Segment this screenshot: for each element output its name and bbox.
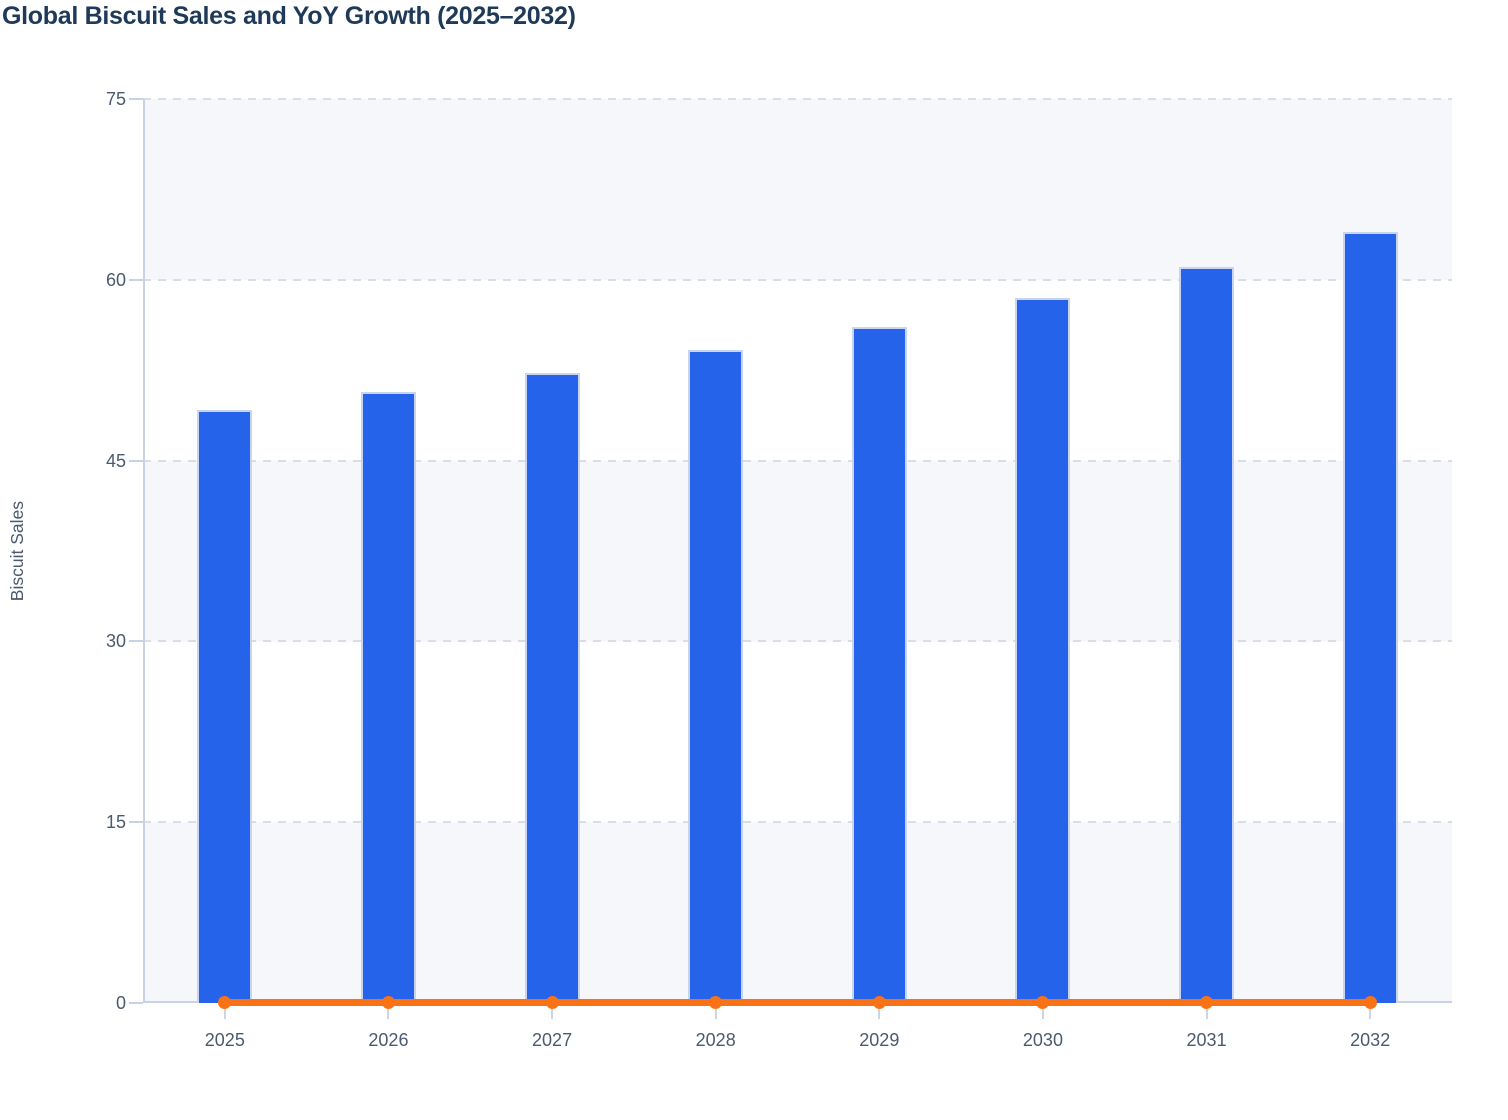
bar-2031[interactable] [1179,266,1235,1003]
x-tick-label-2030: 2030 [1022,1030,1063,1050]
y-tick-label-30: 30 [105,631,126,652]
y-axis-title: Biscuit Sales [6,500,27,602]
yoy-marker-2029[interactable] [872,996,886,1009]
x-tick-label-2032: 2032 [1350,1030,1391,1050]
gridline [143,640,1452,643]
y-tick-mark [129,821,143,824]
y-tick-mark [129,98,143,100]
chart-title: Global Biscuit Sales and YoY Growth (202… [2,2,576,30]
y-tick-label-15: 15 [105,812,126,833]
y-tick-label-75: 75 [105,89,126,109]
y-axis-title-container: Biscuit Sales [0,99,34,1003]
x-tick-label-2029: 2029 [859,1030,900,1050]
x-tick-mark [714,1009,717,1019]
bar-2028[interactable] [688,349,744,1003]
x-tick-mark [551,1009,554,1019]
plot-area: 2025 2026 2027 2028 2029 2030 2031 2032 75 60 45 30… [106,89,1452,1050]
yoy-marker-2031[interactable] [1200,996,1214,1009]
yoy-marker-2025[interactable] [218,996,232,1009]
gridline [143,459,1452,462]
x-tick-label-2031: 2031 [1186,1030,1227,1050]
x-tick-mark [387,1009,390,1019]
x-tick-mark [878,1009,881,1019]
y-tick-label-0: 0 [115,993,126,1013]
gridline [143,98,1452,100]
yoy-marker-2032[interactable] [1363,996,1377,1009]
bar-2030[interactable] [1015,297,1071,1003]
y-tick-mark [129,1002,143,1004]
yoy-growth-line[interactable] [224,999,1371,1006]
bar-2027[interactable] [524,372,580,1003]
bar-2032[interactable] [1342,231,1398,1003]
bar-2026[interactable] [360,391,416,1003]
yoy-marker-2030[interactable] [1036,996,1050,1009]
y-tick-label-60: 60 [105,269,126,290]
gridline [143,278,1452,281]
gridline [143,821,1452,824]
x-tick-mark [223,1009,226,1019]
y-tick-mark [129,640,143,643]
x-tick-mark [1369,1009,1372,1019]
y-axis-line [143,99,145,1003]
yoy-marker-2027[interactable] [545,996,559,1009]
bar-2029[interactable] [851,326,907,1003]
y-tick-mark [129,459,143,462]
yoy-marker-2026[interactable] [381,996,395,1009]
x-tick-label-2026: 2026 [368,1030,409,1050]
x-tick-label-2027: 2027 [532,1030,573,1050]
x-tick-mark [1205,1009,1208,1019]
x-tick-label-2028: 2028 [695,1030,736,1050]
x-tick-mark [1041,1009,1044,1019]
x-tick-label-2025: 2025 [204,1030,245,1050]
bar-2025[interactable] [197,409,253,1003]
yoy-marker-2028[interactable] [709,996,723,1009]
y-tick-mark [129,278,143,281]
y-tick-label-45: 45 [105,450,126,471]
